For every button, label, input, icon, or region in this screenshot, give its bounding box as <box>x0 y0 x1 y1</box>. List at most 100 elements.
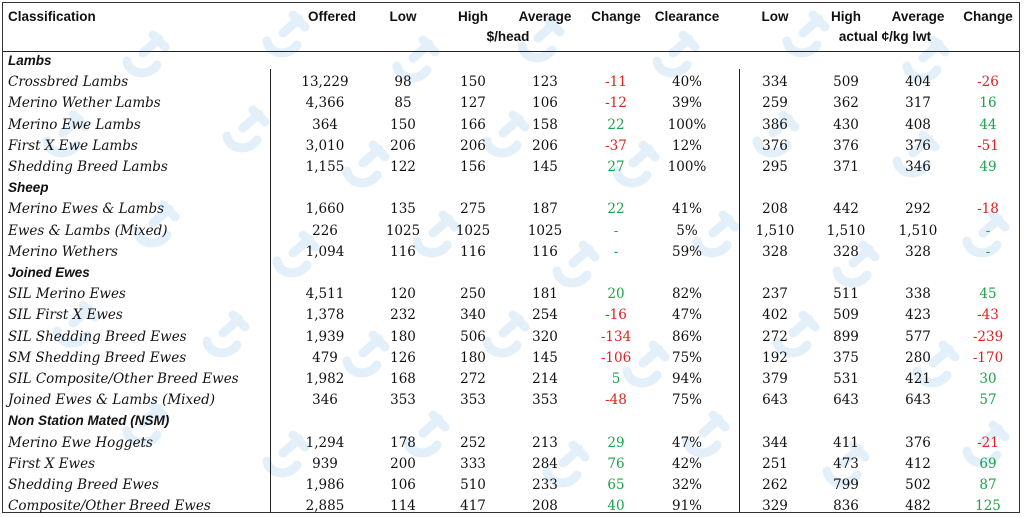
cell-high2: 509 <box>833 74 859 91</box>
logo-watermark-icon <box>262 430 310 478</box>
cell-clearance: 100% <box>667 116 707 133</box>
logo-watermark-icon <box>612 140 660 188</box>
cell-change2: 16 <box>979 95 997 112</box>
row-label: SIL Composite/Other Breed Ewes <box>8 371 239 387</box>
table-row: Ewes & Lambs (Mixed) 226 1025 1025 1025 - 5% 1,… <box>3 221 1019 242</box>
logo-watermark-icon <box>822 440 870 488</box>
logo-watermark-icon <box>652 30 700 78</box>
cell-avg: 145 <box>532 349 558 366</box>
row-label: SM Shedding Breed Ewes <box>8 349 187 366</box>
cell-clearance: 59% <box>671 243 703 260</box>
cell-low: 180 <box>390 328 416 345</box>
cell-change2: 125 <box>975 498 1001 515</box>
logo-watermark-icon <box>542 440 590 488</box>
logo-watermark-icon <box>262 10 310 58</box>
cell-low2: 328 <box>762 243 788 260</box>
logo-watermark-icon <box>772 310 820 358</box>
logo-watermark-icon <box>202 310 250 358</box>
table-header: Classification Offered Low High Average … <box>3 3 1019 52</box>
cell-avg: 214 <box>532 371 558 387</box>
cell-change: 27 <box>607 159 625 175</box>
logo-watermark-icon <box>752 110 800 158</box>
cell-low: 168 <box>390 371 416 387</box>
cell-change2: -21 <box>977 434 999 451</box>
cell-avg2: 577 <box>905 328 931 345</box>
header-unit-head: $/head <box>486 29 530 44</box>
logo-watermark-icon <box>52 300 100 348</box>
cell-clearance: 82% <box>671 286 703 303</box>
cell-offered: 1,155 <box>305 159 345 175</box>
cell-clearance: 5% <box>676 222 698 239</box>
cell-avg: 320 <box>532 328 558 345</box>
cell-offered: 1,982 <box>305 371 345 387</box>
cell-change: - <box>613 222 619 239</box>
cell-change: - <box>613 243 619 260</box>
cell-change2: -239 <box>972 328 1004 345</box>
section-row: Lambs <box>3 51 1019 72</box>
cell-clearance: 40% <box>671 74 703 91</box>
cell-avg: 158 <box>532 116 558 133</box>
cell-change2: 45 <box>979 286 997 303</box>
logo-watermark-icon <box>682 410 730 458</box>
row-label: Composite/Other Breed Ewes <box>8 498 211 515</box>
cell-avg: 1025 <box>527 222 563 239</box>
row-label: SIL First X Ewes <box>8 307 123 324</box>
logo-watermark-icon <box>272 230 320 278</box>
cell-avg: 187 <box>532 201 558 218</box>
cell-low: 98 <box>394 74 412 91</box>
cell-high: 250 <box>460 286 486 303</box>
cell-avg2: 412 <box>905 455 931 472</box>
cell-high: 166 <box>460 116 486 133</box>
cell-avg2: 404 <box>905 74 931 91</box>
row-label: Merino Ewe Hoggets <box>8 434 153 451</box>
cell-high2: 899 <box>833 328 859 345</box>
cell-offered: 1,378 <box>305 307 345 324</box>
cell-clearance: 75% <box>671 392 703 409</box>
logo-watermark-icon <box>412 210 460 258</box>
section-label: Non Station Mated (NSM) <box>8 413 170 429</box>
logo-watermark-icon <box>122 30 170 78</box>
logo-watermark-icon <box>517 15 565 63</box>
cell-high: 340 <box>460 307 486 324</box>
cell-offered: 364 <box>312 116 338 133</box>
cell-high2: 531 <box>833 371 859 387</box>
cell-low: 122 <box>390 159 416 175</box>
cell-low2: 237 <box>762 286 788 303</box>
cell-change2: 69 <box>979 455 997 472</box>
cell-low2: 251 <box>762 455 788 472</box>
cell-change: 65 <box>607 477 625 493</box>
cell-high2: 371 <box>833 159 859 175</box>
logo-watermark-icon <box>222 105 270 153</box>
cell-change: -12 <box>605 95 627 112</box>
cell-change: -48 <box>605 392 627 409</box>
table-row: SIL Shedding Breed Ewes 1,939 180 506 320 -13… <box>3 327 1019 348</box>
cell-low2: 402 <box>762 307 788 324</box>
cell-high: 206 <box>460 137 486 154</box>
cell-change: 29 <box>607 434 625 451</box>
row-label: Merino Wether Lambs <box>8 95 161 112</box>
cell-offered: 4,511 <box>305 286 345 303</box>
cell-low2: 192 <box>762 349 788 366</box>
cell-clearance: 47% <box>671 434 703 451</box>
cell-high: 180 <box>460 349 486 366</box>
cell-low: 126 <box>390 349 416 366</box>
cell-offered: 226 <box>312 222 338 239</box>
divider-right <box>739 69 740 513</box>
cell-high2: 643 <box>833 392 859 409</box>
table-row: Merino Wethers 1,094 116 116 116 - 59% 328 328 32… <box>3 242 1019 263</box>
cell-clearance: 41% <box>671 201 703 218</box>
logo-watermark-icon <box>622 340 670 388</box>
cell-high2: 511 <box>833 286 859 303</box>
cell-change2: 44 <box>979 116 997 133</box>
cell-high: 275 <box>460 201 486 218</box>
cell-low2: 643 <box>762 392 788 409</box>
cell-high2: 799 <box>833 477 859 493</box>
section-row: Non Station Mated (NSM) <box>3 411 1019 432</box>
table-row: Merino Ewe Hoggets 1,294 178 252 213 29 47% 344… <box>3 433 1019 454</box>
cell-clearance: 94% <box>671 371 703 387</box>
cell-high2: 1,510 <box>826 222 866 239</box>
row-label: Shedding Breed Ewes <box>8 477 159 493</box>
table-row: SIL Merino Ewes 4,511 120 250 181 20 82% 237 511… <box>3 284 1019 305</box>
cell-clearance: 12% <box>671 137 703 154</box>
cell-change: 40 <box>607 498 625 515</box>
